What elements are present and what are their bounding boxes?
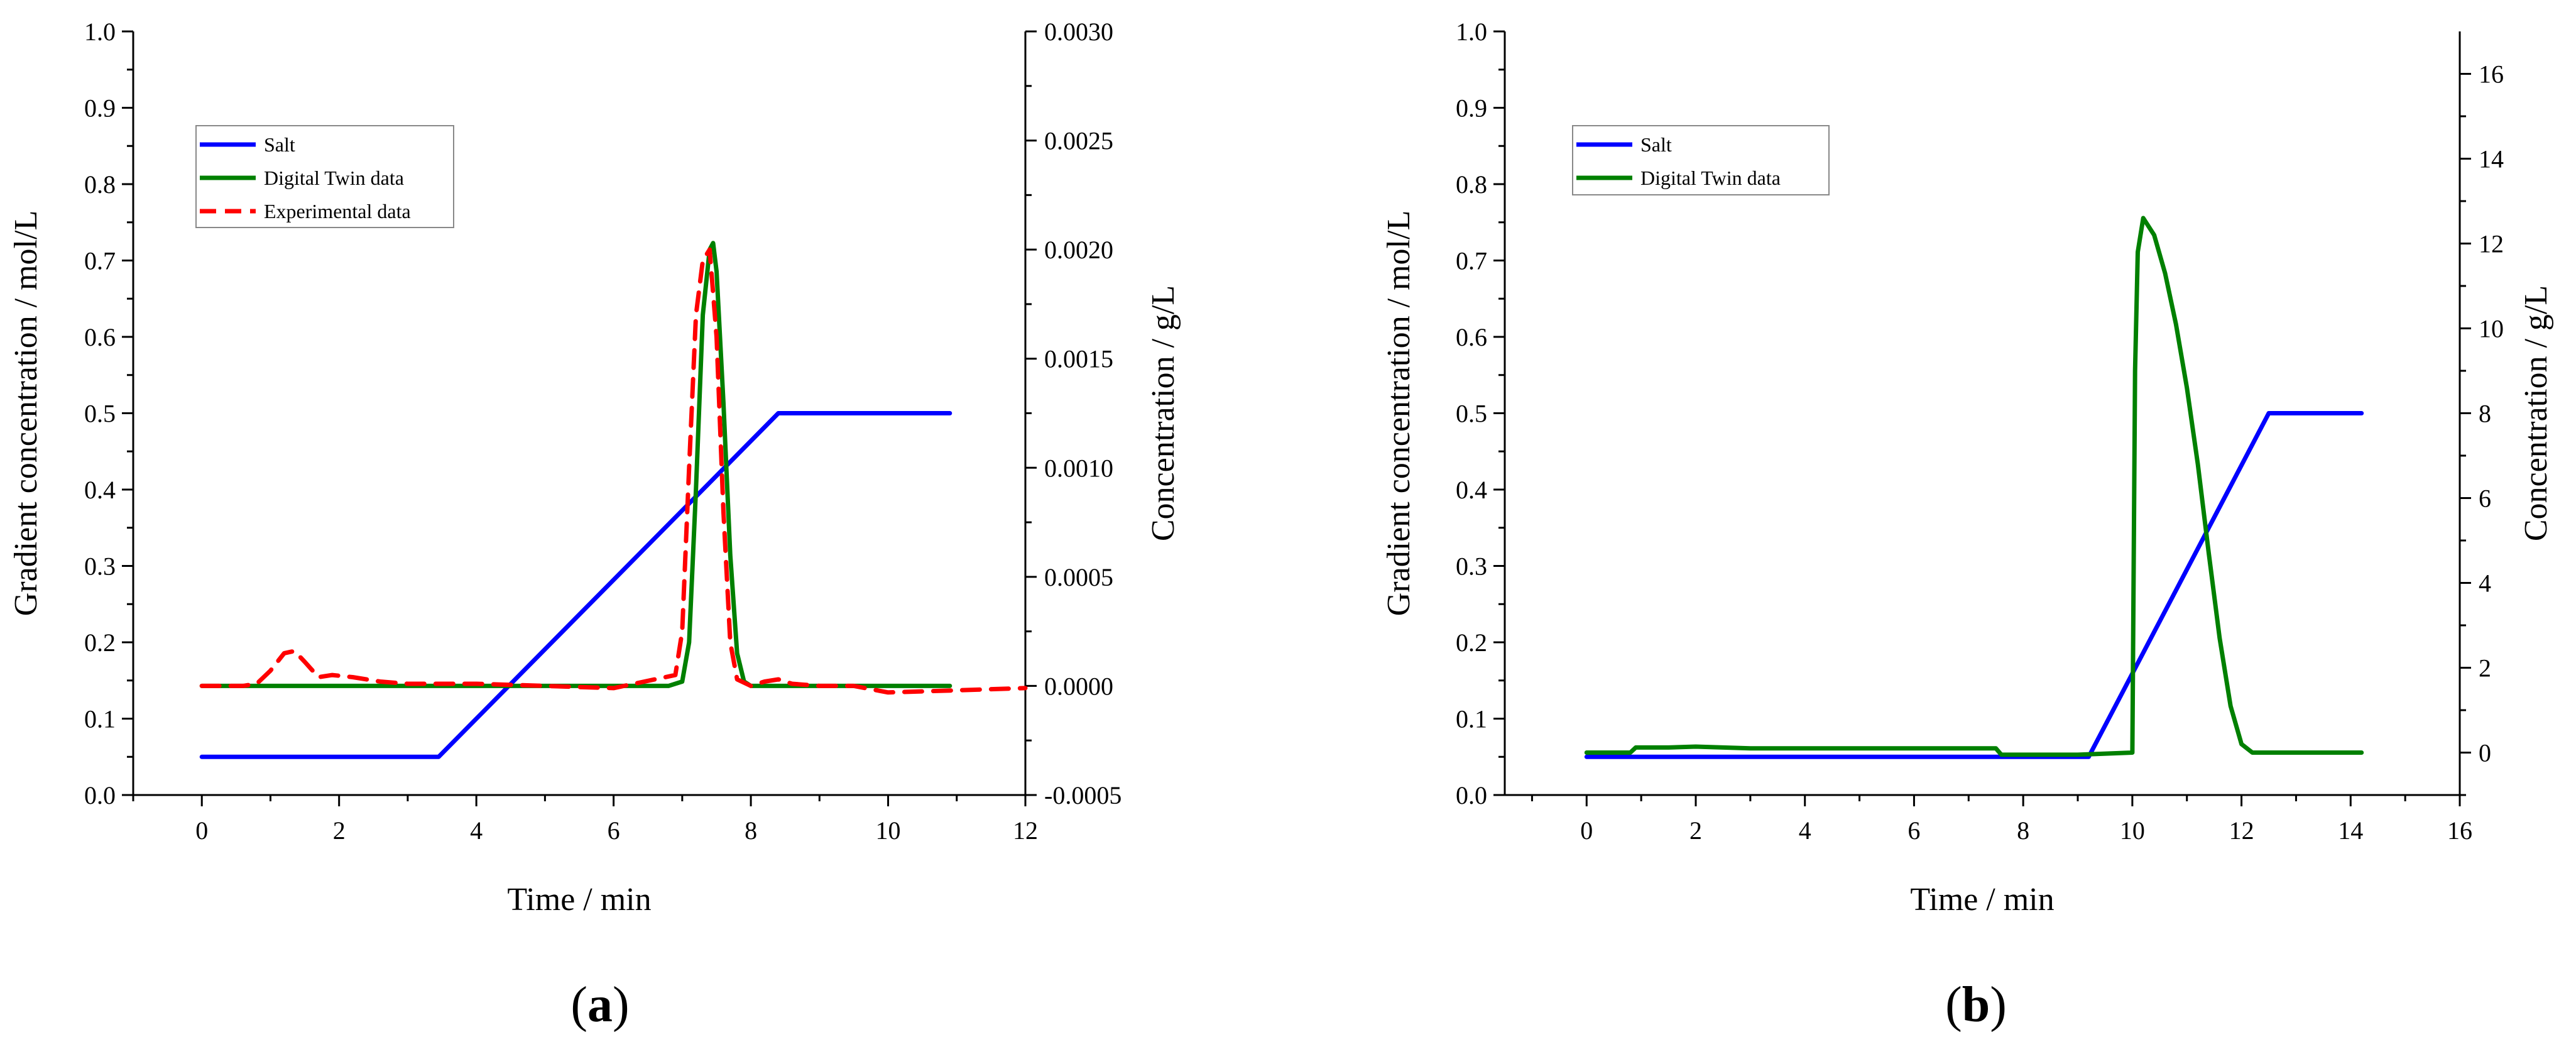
series-line-digital-twin-data: [1584, 216, 2364, 757]
y2-tick-label: 10: [2479, 315, 2504, 343]
y-tick-label: 0.8: [84, 170, 116, 199]
y-tick-label: 1.0: [84, 18, 116, 46]
y-tick-label: 0.1: [84, 705, 116, 733]
x-axis-title: Time / min: [1910, 882, 2054, 918]
x-tick-label: 10: [2120, 816, 2145, 845]
chart-panel-a: 0 2 4 6 8 10 12 0.0 0.1 0.2 0.3 0.4 0.5 0.6 0.7 0.8 0.9 1…: [8, 18, 1181, 1033]
x-tick-label: 4: [1799, 816, 1811, 845]
legend-entry-label: Experimental data: [264, 200, 411, 222]
y-tick-label: 0.0: [84, 781, 116, 809]
y-tick-label: 0.6: [84, 323, 116, 351]
y2-tick-label: 0.0020: [1044, 236, 1113, 264]
legend-entry-label: Salt: [1640, 133, 1672, 156]
x-tick-label: 12: [1013, 816, 1038, 845]
y2-tick-label: 16: [2479, 60, 2504, 89]
y-axis-title: Gradient concentration / mol/L: [8, 211, 44, 616]
x-tick-label: 2: [1689, 816, 1702, 845]
y-tick-label: 0.9: [84, 94, 116, 123]
legend-entry-label: Digital Twin data: [1640, 167, 1781, 189]
y-tick-label: 1.0: [1456, 18, 1487, 46]
y2-tick-label: -0.0005: [1044, 781, 1122, 809]
x-tick-label: 10: [876, 816, 901, 845]
y-tick-label: 0.2: [84, 628, 116, 657]
y2-tick-label: 0.0015: [1044, 345, 1113, 373]
series-line-experimental-data: [199, 247, 1028, 695]
x-tick-label: 8: [2017, 816, 2029, 845]
y-tick-label: 0.0: [1456, 781, 1487, 809]
y2-tick-label: 4: [2479, 569, 2491, 598]
y-tick-label: 0.2: [1456, 628, 1487, 657]
y-tick-label: 0.4: [84, 476, 116, 504]
y-tick-label: 0.3: [84, 552, 116, 581]
y2-tick-label: 12: [2479, 230, 2504, 258]
y-axis-title: Gradient concentration / mol/L: [1381, 211, 1417, 616]
series-line-salt: [199, 411, 952, 759]
y2-tick-label: 2: [2479, 654, 2491, 683]
x-axis-title: Time / min: [507, 882, 651, 918]
y2-tick-label: 0: [2479, 739, 2491, 767]
chart-panel-b: 0 2 4 6 8 10 12 14 16 0.0 0.1 0.2 0.3 0.4 0.5 0.6 0.7 0.8…: [1381, 18, 2554, 1033]
y-tick-label: 0.8: [1456, 170, 1487, 199]
y2-tick-label: 0.0030: [1044, 18, 1113, 46]
y2-tick-label: 0.0010: [1044, 454, 1113, 482]
x-tick-label: 12: [2229, 816, 2254, 845]
x-tick-label: 6: [1907, 816, 1920, 845]
y-tick-label: 0.7: [84, 247, 116, 275]
y-tick-label: 0.4: [1456, 476, 1487, 504]
y-tick-label: 0.5: [84, 400, 116, 428]
y-tick-label: 0.7: [1456, 247, 1487, 275]
y2-axis-title: Concentration / g/L: [2518, 285, 2554, 541]
x-tick-label: 0: [195, 816, 208, 845]
x-tick-label: 14: [2338, 816, 2363, 845]
legend: Salt Digital Twin data: [1572, 125, 1830, 195]
x-tick-label: 2: [333, 816, 346, 845]
y-tick-label: 0.1: [1456, 705, 1487, 733]
legend-entry-label: Digital Twin data: [264, 167, 404, 189]
y-tick-label: 0.6: [1456, 323, 1487, 351]
y-tick-label: 0.9: [1456, 94, 1487, 123]
y2-tick-label: 14: [2479, 145, 2504, 173]
y2-axis-title: Concentration / g/L: [1145, 285, 1181, 541]
y2-tick-label: 0.0025: [1044, 127, 1113, 155]
y2-tick-label: 6: [2479, 485, 2491, 513]
y2-tick-label: 0.0000: [1044, 672, 1113, 700]
x-tick-label: 4: [470, 816, 483, 845]
y-tick-label: 0.5: [1456, 400, 1487, 428]
x-tick-label: 0: [1580, 816, 1593, 845]
y2-tick-label: 8: [2479, 400, 2491, 428]
panel-label: (b): [1945, 977, 2007, 1033]
legend: Salt Digital Twin data Experimental data: [195, 125, 454, 228]
y-tick-label: 0.3: [1456, 552, 1487, 581]
x-tick-label: 8: [745, 816, 757, 845]
panel-label: (a): [570, 977, 629, 1033]
x-tick-label: 16: [2447, 816, 2472, 845]
y2-tick-label: 0.0005: [1044, 563, 1113, 591]
series-line-salt: [1584, 411, 2364, 759]
legend-box: [1572, 125, 1830, 195]
x-tick-label: 6: [608, 816, 620, 845]
legend-entry-label: Salt: [264, 133, 295, 156]
